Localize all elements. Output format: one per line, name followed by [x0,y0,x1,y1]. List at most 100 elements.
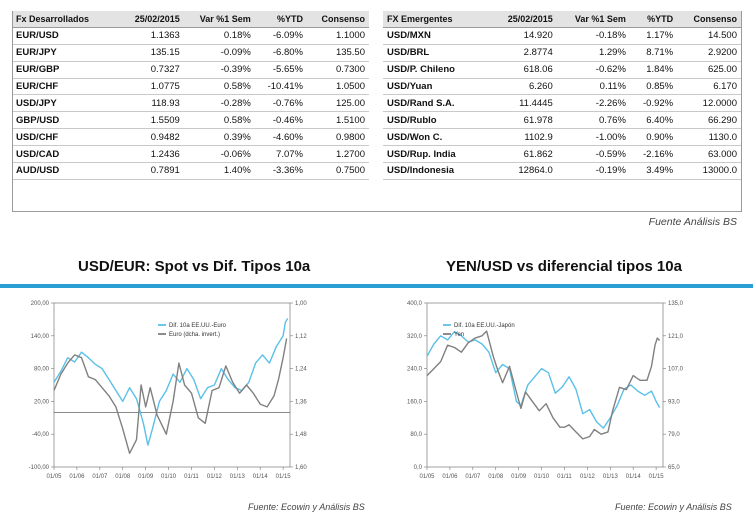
x-tick-label: 01/07 [92,474,108,480]
series-line-gray [426,330,661,440]
cell-week-change: 1.40% [183,162,255,180]
y-right-tick-label: 79,0 [668,432,680,438]
x-tick-label: 01/07 [465,474,481,480]
col-header-week-change: Var %1 Sem [556,11,630,28]
cell-consensus: 125.00 [307,94,369,113]
cell-spot: 0.7327 [120,61,184,79]
x-tick-label: 01/08 [115,474,131,480]
x-tick-label: 01/15 [276,474,292,480]
cell-ytd: -3.36% [254,162,307,180]
cell-week-change: 0.76% [556,111,630,130]
y-left-tick-label: 80,00 [34,367,50,373]
y-right-tick-label: 135,0 [668,301,684,307]
cell-ytd: -5.65% [254,61,307,79]
cell-spot: 135.15 [120,44,184,62]
cell-pair: EUR/JPY [12,44,120,62]
col-header-ytd: %YTD [254,11,307,28]
table-row: USD/Rublo 61.978 0.76% 6.40% 66.290 [383,111,741,130]
x-tick-label: 01/12 [207,474,223,480]
table-row: USD/MXN 14.920 -0.18% 1.17% 14.500 [383,27,741,45]
x-tick-label: 01/09 [138,474,154,480]
table-row: USD/CAD 1.2436 -0.06% 7.07% 1.2700 [12,145,369,164]
section-divider [0,284,753,288]
x-tick-label: 01/13 [603,474,619,480]
table-row: GBP/USD 1.5509 0.58% -0.46% 1.5100 [12,111,369,130]
x-tick-label: 01/05 [46,474,62,480]
x-tick-label: 01/10 [161,474,177,480]
chart-yen-usd: 0,0 80,0 160,0 240,0 320,0 400,0 65,0 79,0 93,0 1… [407,301,684,480]
table-row: USD/JPY 118.93 -0.28% -0.76% 125.00 [12,94,369,113]
cell-pair: USD/Won C. [383,128,491,147]
cell-ytd: -0.92% [629,94,678,113]
cell-spot: 0.7891 [120,162,184,180]
table-body: USD/MXN 14.920 -0.18% 1.17% 14.500 USD/BRL 2.8… [383,27,741,180]
table-body: EUR/USD 1.1363 0.18% -6.09% 1.1000 EUR/JPY 135… [12,27,369,180]
table-row: USD/P. Chileno 618.06 -0.62% 1.84% 625.00 [383,61,741,79]
x-tick-label: 01/10 [534,474,550,480]
cell-ytd: 1.17% [629,27,678,45]
plot-area [426,302,664,468]
table-row: USD/Yuan 6.260 0.11% 0.85% 6.170 [383,78,741,96]
table-border-right [741,11,742,212]
plot-area [53,302,291,468]
cell-ytd: 3.49% [629,162,678,180]
col-header-consensus: Consenso [307,11,369,28]
cell-spot: 1102.9 [491,128,557,147]
cell-week-change: 0.18% [183,27,255,45]
cell-week-change: -2.26% [556,94,630,113]
cell-pair: USD/MXN [383,27,491,45]
table-border-bottom [12,211,741,212]
y-left-tick-label: 80,0 [410,432,422,438]
cell-ytd: -0.46% [254,111,307,130]
cell-spot: 6.260 [491,78,557,96]
chart-usd-eur: -100,00 -40,00 20,00 80,00 140,00 200,00 1,00 1… [29,301,308,480]
cell-consensus: 1130.0 [677,128,741,147]
x-tick-label: 01/14 [253,474,269,480]
x-tick-label: 01/12 [580,474,596,480]
series-line-blue [426,331,661,429]
cell-week-change: -0.62% [556,61,630,79]
x-tick-label: 01/08 [488,474,504,480]
cell-spot: 1.5509 [120,111,184,130]
cell-spot: 61.862 [491,145,557,164]
cell-pair: EUR/CHF [12,78,120,96]
cell-consensus: 12.0000 [677,94,741,113]
cell-pair: EUR/USD [12,27,120,45]
legend-entry-label: Dif. 10a EE.UU.-Japón [454,323,515,329]
x-tick-label: 01/13 [230,474,246,480]
table-row: EUR/JPY 135.15 -0.09% -6.80% 135.50 [12,44,369,62]
y-left-tick-label: 200,00 [31,301,50,307]
table-row: EUR/CHF 1.0775 0.58% -10.41% 1.0500 [12,78,369,96]
series-line-blue [53,317,289,446]
cell-consensus: 1.1000 [307,27,369,45]
legend-entry-label: Euro (dcha. invert.) [169,332,220,338]
table-source-note: Fuente Análisis BS [648,216,737,228]
cell-consensus: 0.9800 [307,128,369,147]
cell-ytd: 7.07% [254,145,307,164]
y-left-tick-label: 240,0 [407,367,423,373]
cell-week-change: 1.29% [556,44,630,62]
x-tick-label: 01/11 [184,474,199,480]
cell-pair: USD/CAD [12,145,120,164]
cell-pair: USD/BRL [383,44,491,62]
cell-consensus: 135.50 [307,44,369,62]
cell-week-change: -0.18% [556,27,630,45]
cell-spot: 1.1363 [120,27,184,45]
table-row: USD/CHF 0.9482 0.39% -4.60% 0.9800 [12,128,369,147]
cell-pair: USD/Rup. India [383,145,491,164]
cell-pair: USD/CHF [12,128,120,147]
y-right-tick-label: 1,48 [295,432,307,438]
y-left-tick-label: -100,00 [29,465,50,471]
y-left-tick-label: 140,00 [31,334,50,340]
cell-spot: 14.920 [491,27,557,45]
table-header-row: Fx Desarrollados 25/02/2015 Var %1 Sem %… [12,11,369,28]
cell-consensus: 1.5100 [307,111,369,130]
x-tick-label: 01/06 [442,474,458,480]
x-tick-label: 01/14 [626,474,642,480]
cell-week-change: -1.00% [556,128,630,147]
cell-pair: USD/Indonesia [383,162,491,180]
cell-pair: USD/P. Chileno [383,61,491,79]
cell-pair: GBP/USD [12,111,120,130]
y-left-tick-label: 20,00 [34,399,50,405]
